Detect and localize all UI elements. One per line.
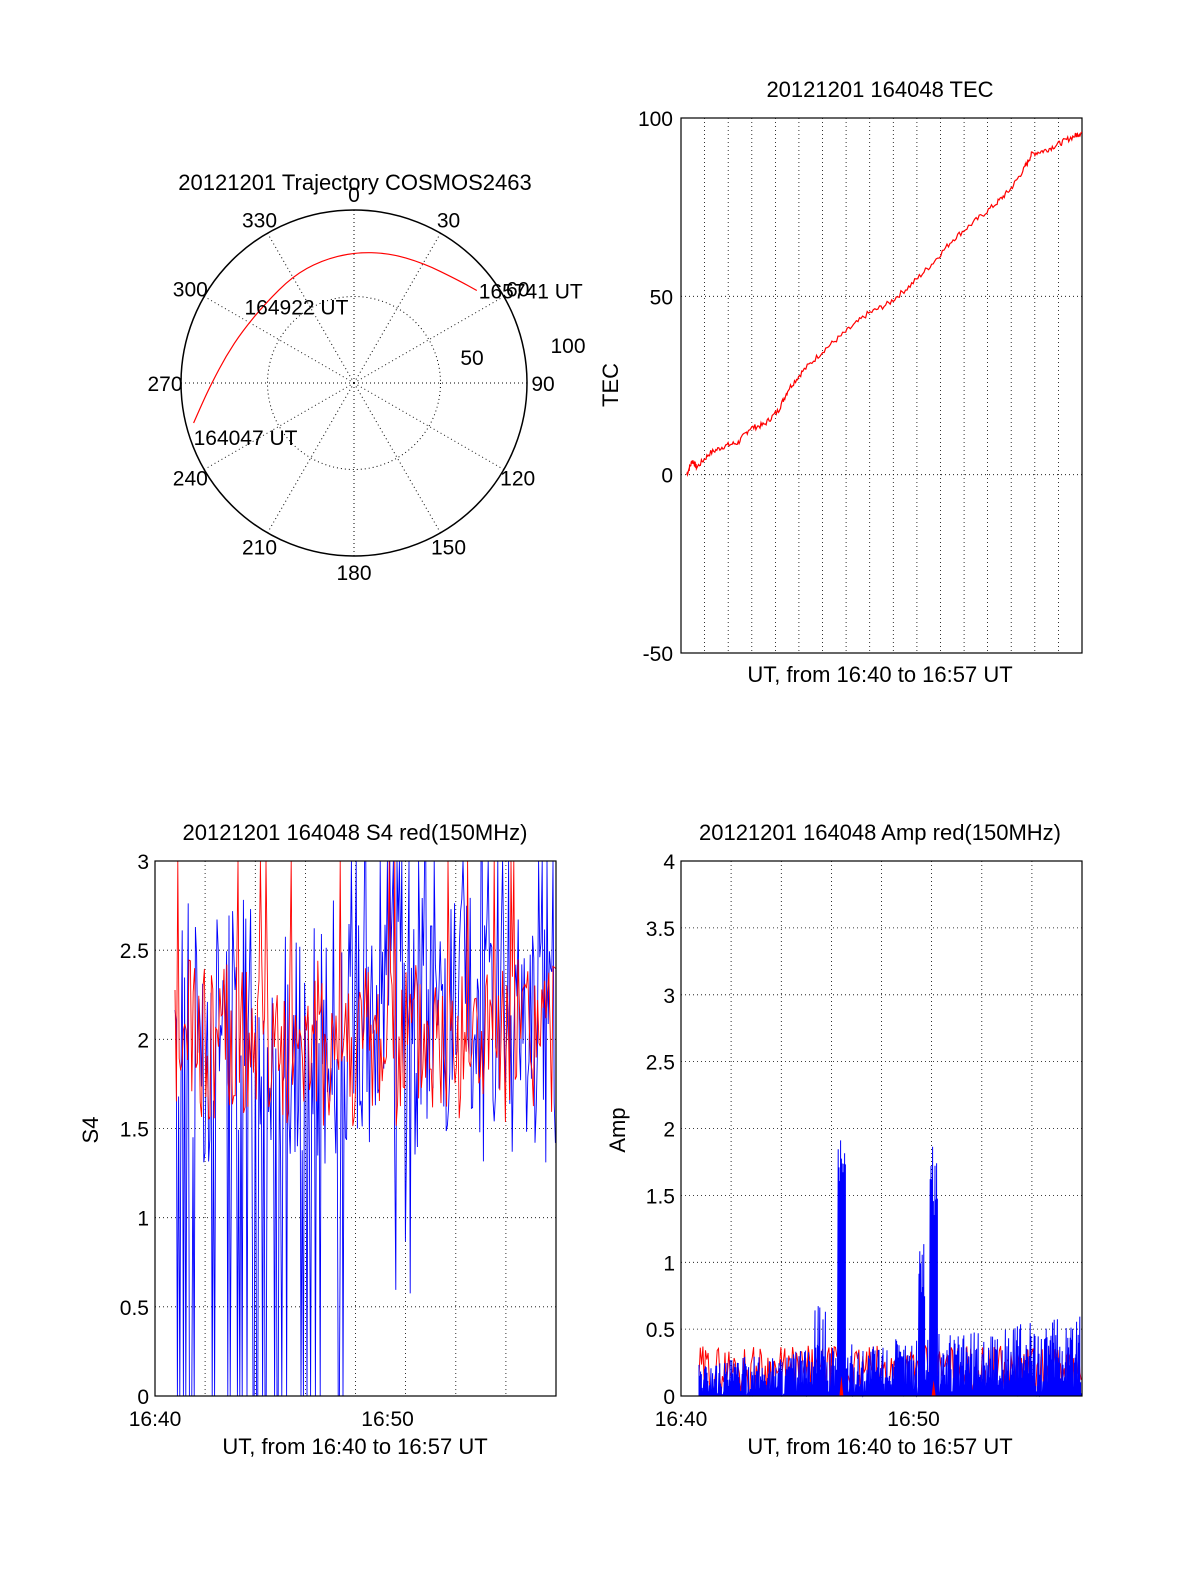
polar-radial-label: 50 — [460, 347, 483, 370]
s4-xlabel: UT, from 16:40 to 16:57 UT — [222, 1434, 487, 1459]
polar-angle-label: 90 — [531, 373, 554, 396]
polar-spoke — [203, 296, 355, 384]
amp-blue-series — [698, 1140, 1082, 1398]
trajectory-annotation: 165741 UT — [479, 281, 583, 304]
tec-y-tick-label: 100 — [638, 108, 673, 131]
amp-y-tick-label: 2 — [663, 1119, 675, 1142]
tec-y-tick-label: -50 — [643, 643, 673, 666]
polar-angle-label: 150 — [431, 537, 466, 560]
tec-y-ticks: 100 50 0 -50 — [638, 108, 673, 666]
trajectory-line — [193, 252, 478, 424]
amp-y-tick-label: 0.5 — [646, 1319, 675, 1342]
polar-radial-label: 100 — [550, 335, 585, 358]
s4-y-ticks: 0 0.5 1 1.5 2 2.5 3 — [120, 851, 149, 1409]
amp-grid — [681, 861, 1082, 1396]
amp-series — [698, 1140, 1082, 1398]
s4-x-tick-label: 16:40 — [129, 1408, 182, 1431]
s4-red-series — [174, 860, 557, 1127]
tec-series-line — [686, 131, 1082, 478]
trajectory-annotation: 164922 UT — [245, 297, 349, 320]
tec-title: 20121201 164048 TEC — [766, 77, 993, 102]
amp-y-tick-label: 1.5 — [646, 1185, 675, 1208]
polar-angle-label: 330 — [242, 209, 277, 232]
trajectory-annotation: 164047 UT — [194, 427, 298, 450]
polar-angle-label: 0 — [348, 184, 360, 207]
s4-y-tick-label: 3 — [137, 851, 149, 874]
amp-y-ticks: 0 0.5 1 1.5 2 2.5 3 3.5 4 — [646, 851, 676, 1409]
amp-x-ticks: 16:40 16:50 — [655, 1408, 940, 1431]
tec-grid — [681, 118, 1082, 653]
amp-plot: 20121201 164048 Amp red(150MHz) 0 0.5 1 1.5… — [605, 820, 1083, 1459]
polar-spoke — [353, 382, 505, 470]
tec-y-tick-label: 0 — [661, 465, 673, 488]
amp-x-tick-label: 16:40 — [655, 1408, 708, 1431]
s4-y-tick-label: 0 — [137, 1386, 149, 1409]
s4-y-tick-label: 2 — [137, 1029, 149, 1052]
polar-angle-label: 60 — [506, 279, 529, 302]
s4-y-tick-label: 2.5 — [120, 940, 149, 963]
amp-y-tick-label: 3.5 — [646, 918, 675, 941]
polar-spoke — [353, 382, 441, 534]
polar-angle-labels: 0 30 60 90 120 150 180 210 240 270 300 330 — [147, 184, 554, 585]
amp-xlabel: UT, from 16:40 to 16:57 UT — [747, 1434, 1012, 1459]
polar-trajectory-plot: 20121201 Trajectory COSMOS2463 0 30 60 90 12… — [147, 170, 585, 585]
s4-title: 20121201 164048 S4 red(150MHz) — [183, 820, 528, 845]
s4-series — [174, 860, 557, 1397]
polar-angle-label: 240 — [173, 468, 208, 491]
polar-title: 20121201 Trajectory COSMOS2463 — [178, 170, 531, 195]
s4-blue-series — [174, 860, 556, 1397]
tec-frame — [680, 117, 1083, 654]
s4-frame — [154, 860, 557, 1397]
amp-y-tick-label: 1 — [663, 1252, 675, 1275]
s4-plot: 20121201 164048 S4 red(150MHz) 0 0.5 1 1.5 2… — [78, 820, 557, 1459]
amp-x-tick-label: 16:50 — [887, 1408, 940, 1431]
polar-angle-label: 210 — [242, 537, 277, 560]
polar-spoke — [203, 382, 355, 470]
polar-angle-label: 30 — [437, 209, 460, 232]
tec-ylabel: TEC — [598, 363, 623, 407]
amp-y-tick-label: 4 — [663, 851, 675, 874]
polar-angle-label: 120 — [500, 468, 535, 491]
amp-y-tick-label: 0 — [663, 1386, 675, 1409]
s4-x-ticks: 16:40 16:50 — [129, 1408, 414, 1431]
tec-plot: 20121201 164048 TEC 100 50 0 -50 UT, from 1… — [598, 77, 1083, 687]
polar-spoke — [353, 296, 505, 384]
s4-ylabel: S4 — [78, 1117, 103, 1144]
s4-x-tick-label: 16:50 — [361, 1408, 414, 1431]
polar-inner-circle — [267, 296, 441, 470]
amp-red-blip — [839, 1375, 844, 1396]
polar-angle-label: 300 — [173, 279, 208, 302]
polar-spoke — [267, 232, 355, 384]
tec-xlabel: UT, from 16:40 to 16:57 UT — [747, 662, 1012, 687]
polar-grid — [180, 209, 528, 557]
tec-y-tick-label: 50 — [650, 286, 673, 309]
amp-ylabel: Amp — [605, 1107, 630, 1152]
s4-y-tick-label: 1.5 — [120, 1119, 149, 1142]
polar-spoke — [267, 382, 355, 534]
polar-spoke — [353, 232, 441, 384]
amp-frame — [680, 860, 1083, 1397]
s4-y-tick-label: 1 — [137, 1208, 149, 1231]
polar-angle-label: 270 — [147, 373, 182, 396]
polar-angle-label: 180 — [336, 562, 371, 585]
amp-title: 20121201 164048 Amp red(150MHz) — [699, 820, 1061, 845]
amp-y-tick-label: 2.5 — [646, 1052, 675, 1075]
polar-radial-labels: 50 100 — [460, 335, 585, 370]
amp-y-tick-label: 3 — [663, 985, 675, 1008]
trajectory-annotations: 164047 UT 164922 UT 165741 UT — [194, 281, 583, 451]
s4-y-tick-label: 0.5 — [120, 1297, 149, 1320]
amp-red-blip — [931, 1379, 936, 1396]
